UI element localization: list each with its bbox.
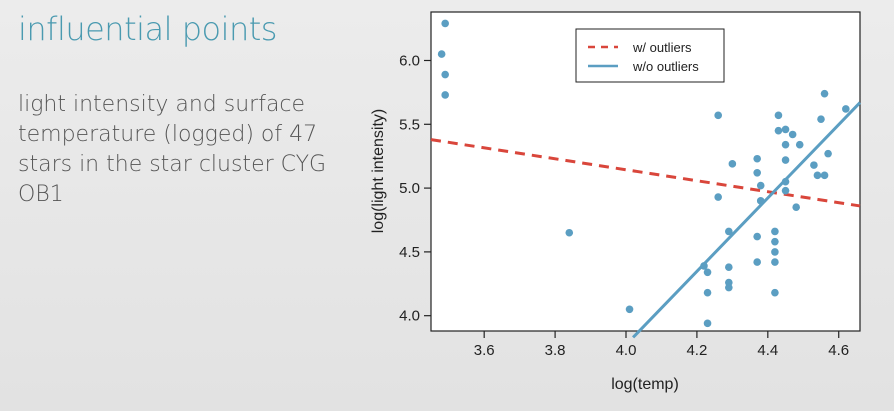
data-point xyxy=(771,288,779,297)
x-tick-label: 4.4 xyxy=(757,342,778,359)
y-tick-label: 4.5 xyxy=(399,244,420,261)
x-tick-label: 3.6 xyxy=(474,342,495,359)
data-point xyxy=(441,70,449,79)
data-points xyxy=(437,19,850,328)
data-point xyxy=(753,154,761,163)
data-point xyxy=(820,89,829,98)
x-tick-label: 4.6 xyxy=(828,342,849,359)
data-point xyxy=(781,177,790,186)
data-point xyxy=(820,171,829,180)
legend-label: w/ outliers xyxy=(632,40,692,55)
data-point xyxy=(714,193,722,201)
data-point xyxy=(703,288,712,297)
data-point xyxy=(753,258,761,266)
data-point xyxy=(792,203,800,212)
legend: w/ outliers w/o outliers xyxy=(575,28,725,83)
data-point xyxy=(788,130,797,139)
data-point xyxy=(817,115,825,123)
data-point xyxy=(725,283,733,292)
y-axis-title: log(light intensity) xyxy=(370,109,387,234)
data-point xyxy=(703,319,712,328)
data-point xyxy=(441,91,449,99)
y-tick-label: 5.5 xyxy=(399,116,420,133)
legend-box xyxy=(575,28,725,83)
data-point xyxy=(771,227,779,236)
data-point xyxy=(753,168,761,177)
x-tick-label: 3.8 xyxy=(545,342,566,359)
data-point xyxy=(842,105,850,113)
data-point xyxy=(810,161,818,169)
data-point xyxy=(441,19,449,28)
data-point xyxy=(565,228,574,237)
x-axis-title: log(temp) xyxy=(611,376,679,393)
data-point xyxy=(771,237,779,246)
data-point xyxy=(781,140,790,149)
data-point xyxy=(725,227,733,236)
y-axis-ticks: 4.0 4.5 5.0 5.5 6.0 xyxy=(399,52,431,325)
legend-label: w/o outliers xyxy=(632,59,699,74)
y-tick-label: 6.0 xyxy=(399,52,420,69)
slide-description: light intensity and surface temperature … xyxy=(18,92,327,207)
data-point xyxy=(703,268,712,277)
data-point xyxy=(774,111,783,120)
y-tick-label: 5.0 xyxy=(399,180,420,197)
data-point xyxy=(781,156,790,164)
fit-line-with-outliers xyxy=(430,138,861,208)
data-point xyxy=(714,111,722,120)
data-point xyxy=(625,305,634,314)
x-tick-label: 4.0 xyxy=(616,342,637,359)
data-point xyxy=(725,263,733,272)
data-point xyxy=(437,50,446,58)
data-point xyxy=(756,181,765,190)
data-point xyxy=(781,125,790,134)
data-point xyxy=(781,186,790,195)
data-point xyxy=(728,160,737,168)
data-point xyxy=(774,126,783,135)
data-point xyxy=(795,140,804,149)
y-tick-label: 4.0 xyxy=(399,308,420,325)
data-point xyxy=(813,171,822,180)
slide-title: influential points xyxy=(18,10,277,48)
data-point xyxy=(824,149,832,158)
x-tick-label: 4.2 xyxy=(686,342,707,359)
data-point xyxy=(771,258,779,266)
data-point xyxy=(771,248,779,256)
data-point xyxy=(753,232,761,241)
data-point xyxy=(756,197,765,205)
data-point xyxy=(700,262,708,270)
fit-line-without-outliers xyxy=(632,101,862,339)
x-axis-ticks: 3.6 3.8 4.0 4.2 4.4 4.6 xyxy=(474,331,849,359)
fit-lines xyxy=(430,101,862,339)
